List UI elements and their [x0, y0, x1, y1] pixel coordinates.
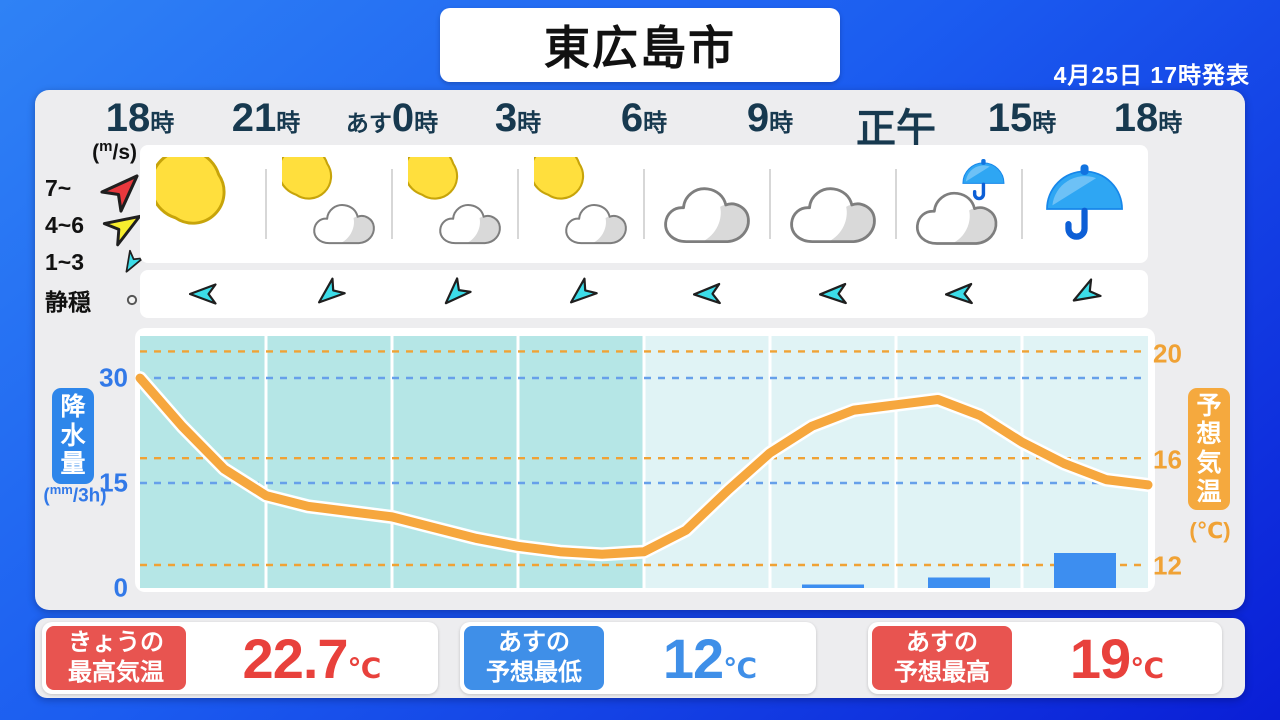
wind-direction-arrow-icon	[692, 282, 721, 305]
announcement-time: 4月25日 17時発表	[1053, 62, 1250, 88]
wind-light-arrow-icon	[125, 249, 144, 273]
temp-axis-label: 予想気温	[1188, 388, 1230, 510]
forecast-chart	[133, 328, 1155, 592]
wind-direction-cell	[1022, 270, 1148, 318]
wind-legend-label: 4~6	[45, 212, 85, 238]
weather-icon-cell	[1021, 145, 1148, 263]
temp-line	[135, 373, 1153, 559]
weather-icon-cell	[265, 145, 392, 263]
summary-card: あすの 予想最低 12℃	[460, 622, 816, 694]
moon-icon	[156, 157, 226, 225]
wind-direction-arrow-icon	[569, 277, 598, 304]
wind-legend-row: 4~6	[45, 207, 142, 247]
weather-icon-cell	[769, 145, 896, 263]
temp-tick: 20	[1153, 338, 1182, 369]
moon-cloud-icon	[408, 157, 501, 245]
weather-icon-cell	[643, 145, 770, 263]
wind-legend-label: 1~3	[45, 249, 85, 275]
time-label: 21 時	[231, 96, 301, 140]
summary-card-label: きょうの 最高気温	[46, 626, 186, 690]
wind-direction-cell	[770, 270, 896, 318]
wind-legend-row: 7~	[45, 170, 141, 213]
precip-axis-unit: (mm/3h)	[43, 482, 107, 507]
wind-direction-row	[140, 270, 1148, 318]
wind-direction-arrow-icon	[1072, 278, 1102, 302]
weather-icon-cell	[140, 145, 266, 263]
city-title-box: 東広島市	[440, 8, 840, 82]
wind-direction-cell	[644, 270, 770, 318]
precip-bar	[802, 584, 864, 588]
summary-card: あすの 予想最高 19℃	[868, 622, 1222, 694]
rain-icon	[1046, 164, 1123, 240]
time-label: あす 0 時	[345, 96, 439, 140]
summary-card-value: 19℃	[1069, 626, 1165, 690]
wind-strong-arrow-icon	[100, 173, 139, 213]
precip-tick: 30	[99, 362, 128, 393]
wind-medium-arrow-icon	[102, 214, 142, 247]
wind-direction-arrow-icon	[189, 283, 217, 305]
weather-icon-cell	[391, 145, 518, 263]
wind-legend-row: 1~3	[45, 244, 144, 281]
wind-direction-arrow-icon	[444, 277, 472, 305]
forecast-chart-svg	[133, 328, 1155, 592]
city-title: 東広島市	[544, 22, 736, 74]
cloudy-icon	[790, 187, 876, 244]
moon-cloud-icon	[534, 157, 627, 245]
time-label: 18 時	[1113, 96, 1183, 140]
wind-speed-unit: (m/s)	[92, 138, 137, 164]
summary-card-value: 22.7℃	[242, 626, 382, 690]
weather-icon-cell	[517, 145, 644, 263]
precip-bar	[1054, 553, 1116, 588]
wind-direction-arrow-icon	[818, 282, 847, 305]
wind-legend-label: 静穏	[45, 288, 91, 315]
summary-card-label: あすの 予想最低	[464, 626, 604, 690]
cloudy-icon	[664, 187, 750, 244]
precip-tick: 15	[99, 467, 128, 498]
precip-bar	[928, 577, 990, 588]
weather-icon-row	[140, 145, 1148, 263]
unit-superscript: mm	[49, 482, 73, 497]
time-label: 18 時	[105, 96, 175, 140]
wind-direction-cell	[266, 270, 392, 318]
wind-direction-cell	[140, 270, 266, 318]
wind-direction-arrow-icon	[317, 277, 346, 304]
temp-tick: 12	[1153, 550, 1182, 581]
time-label: 15 時	[987, 96, 1057, 140]
temp-axis-unit: (℃)	[1189, 518, 1231, 543]
wind-direction-cell	[896, 270, 1022, 318]
moon-cloud-icon	[282, 157, 375, 245]
wind-direction-cell	[518, 270, 644, 318]
weather-icon-cell	[895, 145, 1022, 263]
time-label: 正午	[856, 107, 936, 151]
cloud-rain-icon	[916, 158, 1005, 245]
forecast-panel: 18 時 21 時あす 0 時 3 時 6 時 9 時 正午 15 時 18 時 (m/s) 7~ 4~6 1~3 静…	[35, 90, 1245, 610]
wind-speed-legend: 7~ 4~6 1~3 静穏	[45, 170, 144, 318]
wind-direction-arrow-icon	[944, 282, 973, 305]
summary-card: きょうの 最高気温 22.7℃	[42, 622, 438, 694]
wind-legend-row: 静穏	[45, 281, 141, 318]
wind-legend-label: 7~	[45, 175, 72, 201]
calm-icon	[126, 294, 138, 305]
summary-strip: きょうの 最高気温 22.7℃ あすの 予想最低 12℃ あすの 予想最高 19℃	[35, 618, 1245, 698]
temp-tick: 16	[1153, 444, 1182, 475]
unit-superscript: m	[99, 138, 113, 155]
summary-card-value: 12℃	[662, 626, 758, 690]
precip-axis-label: 降水量	[52, 388, 94, 484]
precip-tick: 0	[113, 572, 128, 603]
wind-direction-cell	[392, 270, 518, 318]
summary-card-label: あすの 予想最高	[872, 626, 1012, 690]
